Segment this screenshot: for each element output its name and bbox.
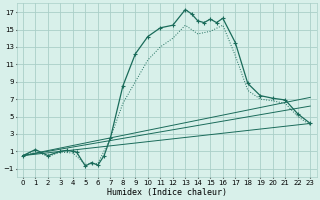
X-axis label: Humidex (Indice chaleur): Humidex (Indice chaleur) [107, 188, 227, 197]
